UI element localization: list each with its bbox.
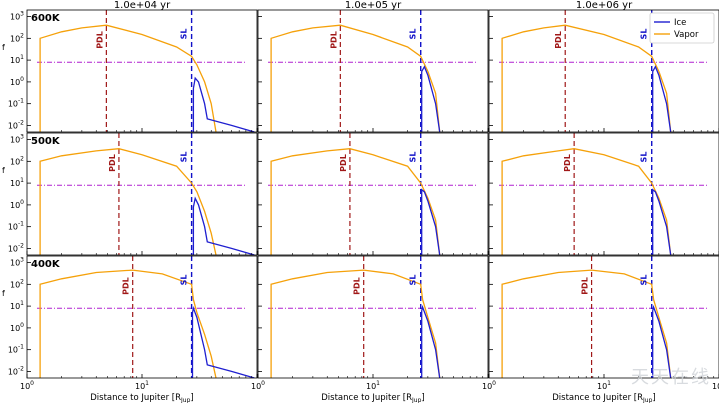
y-tick-label: 10-2 (8, 242, 24, 253)
watermark: 天天在线 (631, 363, 711, 389)
vapor-series-line (502, 25, 671, 132)
pdl-label: PDL (122, 277, 131, 295)
y-tick-label: 102 (10, 32, 24, 43)
panel-plot-area (37, 10, 254, 132)
column-title: 1.0e+05 yr (345, 0, 402, 11)
y-tick-label: 10-1 (8, 98, 24, 109)
row-label: 600K (31, 13, 61, 24)
pdl-label: PDL (563, 154, 572, 172)
ice-series-line (422, 307, 440, 378)
sl-label: SL (409, 152, 418, 163)
ice-series-line (653, 190, 671, 255)
sl-label: SL (409, 29, 418, 40)
sl-label: SL (640, 275, 649, 286)
sl-label: SL (409, 275, 418, 286)
sl-label: SL (640, 152, 649, 163)
panel-1-0: PDL SL (27, 133, 257, 255)
panel-plot-area (268, 256, 476, 378)
vapor-series-line (40, 25, 216, 132)
pdl-label: PDL (108, 154, 117, 172)
x-tick-label: 100 (251, 380, 265, 391)
sl-label: SL (180, 275, 189, 286)
y-tick-label: 10-1 (8, 221, 24, 232)
vapor-series-line (271, 149, 440, 255)
pdl-label: PDL (329, 31, 338, 49)
y-tick-label: 100 (10, 322, 24, 333)
row-label: 400K (31, 259, 61, 270)
x-axis-label: Distance to Jupiter [RJup] (552, 393, 655, 403)
y-tick-label: 10-2 (8, 119, 24, 130)
panel-frame (27, 256, 257, 378)
panel-2-1: PDL SL Distance to Jupiter [RJup] (258, 256, 488, 403)
panel-1-1: PDL SL (258, 133, 488, 255)
x-axis-label: Distance to Jupiter [RJup] (90, 393, 193, 403)
y-tick-label: 102 (10, 155, 24, 166)
x-tick-label: 101 (366, 380, 380, 391)
ice-series-line (422, 67, 440, 132)
panel-plot-area (37, 133, 254, 255)
panel-plot-area (268, 133, 476, 255)
panel-plot-area (499, 256, 707, 378)
x-tick-label: 100 (482, 380, 496, 391)
panel-frame (258, 133, 488, 255)
y-axis-label: f (2, 166, 5, 175)
y-tick-label: 103 (10, 257, 24, 268)
y-tick-label: 100 (10, 199, 24, 210)
column-title: 1.0e+04 yr (114, 0, 171, 11)
sl-label: SL (180, 29, 189, 40)
pdl-label: PDL (95, 31, 104, 49)
ice-series-line (193, 308, 255, 378)
y-tick-label: 10-1 (8, 344, 24, 355)
panel-frame (258, 256, 488, 378)
panel-frame (489, 133, 719, 255)
vapor-series-line (40, 149, 216, 255)
x-tick-label: 102 (712, 380, 719, 391)
y-tick-label: 102 (10, 278, 24, 289)
pdl-label: PDL (554, 31, 563, 49)
row-label: 500K (31, 136, 61, 147)
x-tick-label: 101 (135, 380, 149, 391)
y-tick-label: 101 (10, 300, 24, 311)
y-axis-label: f (2, 43, 5, 52)
pdl-label: PDL (581, 277, 590, 295)
panel-2-0: PDL SL Distance to Jupiter [RJup] (27, 256, 257, 403)
sl-label: SL (640, 29, 649, 40)
y-tick-label: 101 (10, 54, 24, 65)
panel-plot-area (499, 133, 707, 255)
column-title: 1.0e+06 yr (576, 0, 633, 11)
y-tick-label: 101 (10, 177, 24, 188)
panel-frame (258, 10, 488, 132)
panel-frame (27, 133, 257, 255)
x-axis-label: Distance to Jupiter [RJup] (321, 393, 424, 403)
panel-plot-area (268, 10, 476, 132)
panel-frame (489, 256, 719, 378)
panel-0-0: PDL SL (27, 10, 257, 132)
ice-series-line (653, 67, 671, 132)
x-tick-label: 100 (20, 380, 34, 391)
panel-0-1: PDL SL (258, 10, 488, 132)
y-tick-label: 10-2 (8, 365, 24, 376)
panel-plot-area (37, 256, 254, 378)
y-tick-label: 103 (10, 134, 24, 145)
ice-series-line (193, 78, 254, 132)
y-tick-label: 103 (10, 11, 24, 22)
y-tick-label: 100 (10, 76, 24, 87)
legend-label: Vapor (674, 30, 699, 40)
vapor-series-line (271, 25, 440, 132)
panel-frame (27, 10, 257, 132)
x-tick-label: 101 (597, 380, 611, 391)
pdl-label: PDL (353, 277, 362, 295)
legend-label: Ice (674, 18, 686, 28)
panel-1-2: PDL SL (489, 133, 719, 255)
vapor-series-line (502, 149, 671, 255)
y-axis-label: f (2, 289, 5, 298)
ice-series-line (422, 190, 440, 255)
pdl-label: PDL (339, 154, 348, 172)
sl-label: SL (180, 152, 189, 163)
